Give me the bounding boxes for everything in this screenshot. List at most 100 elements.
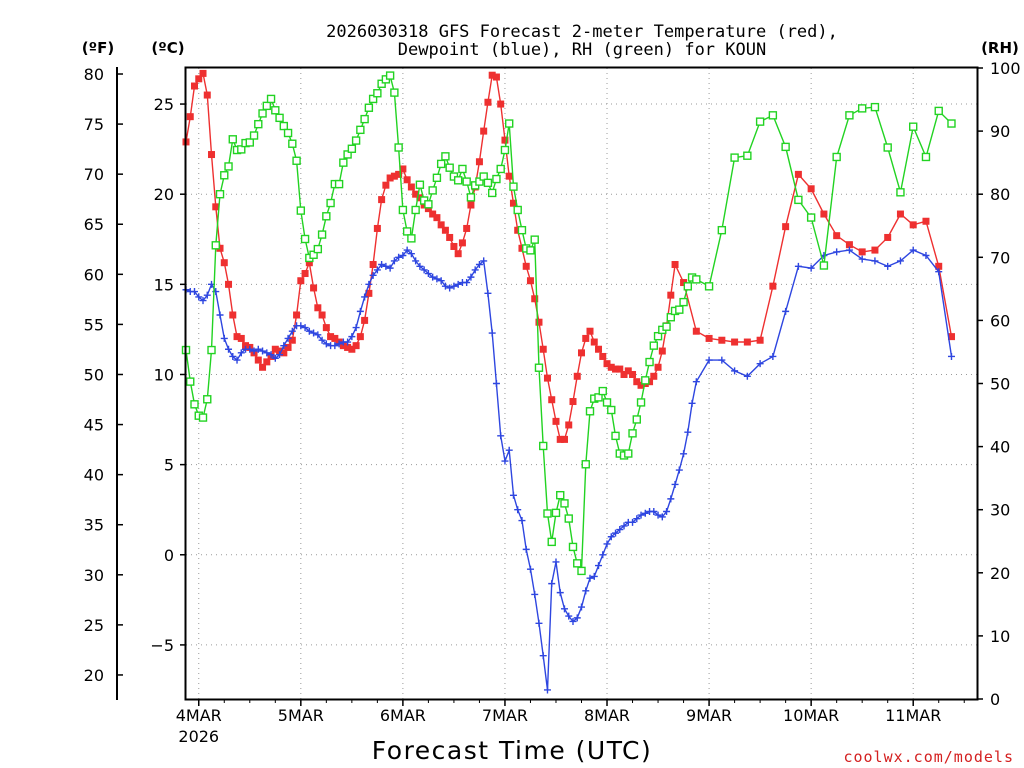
rh-point bbox=[283, 128, 293, 138]
rh-point bbox=[360, 114, 369, 124]
temperature-point bbox=[458, 239, 466, 247]
fahrenheit-tick-label: 25 bbox=[84, 616, 104, 635]
temperature-point bbox=[756, 336, 764, 344]
rh-point bbox=[794, 195, 803, 205]
dewpoint-point bbox=[531, 590, 539, 598]
dewpoint-point bbox=[335, 340, 343, 348]
rh-point bbox=[517, 225, 527, 235]
x-tick-label: 11MAR bbox=[885, 706, 941, 725]
fahrenheit-tick-label: 55 bbox=[84, 315, 104, 334]
rh-point bbox=[458, 164, 467, 174]
celsius-unit-label: (ºC) bbox=[151, 39, 184, 57]
dewpoint-point bbox=[492, 380, 500, 387]
temperature-point bbox=[480, 127, 488, 135]
temperature-point bbox=[450, 242, 458, 250]
rh-point bbox=[258, 109, 267, 118]
rh-point bbox=[198, 413, 208, 422]
dewpoint-point bbox=[871, 257, 879, 265]
temperature-point bbox=[531, 295, 539, 303]
dewpoint-point bbox=[922, 251, 930, 259]
temperature-point bbox=[390, 172, 398, 180]
x-tick-label: 4MAR bbox=[176, 706, 222, 725]
temperature-point bbox=[208, 151, 216, 159]
fahrenheit-tick-label: 30 bbox=[84, 566, 104, 585]
rh-point bbox=[432, 173, 442, 182]
rh-point bbox=[581, 460, 590, 469]
series-layer bbox=[181, 69, 956, 694]
dewpoint-point bbox=[450, 282, 458, 290]
temperature-point bbox=[497, 100, 505, 108]
temperature-point bbox=[356, 333, 364, 341]
credit-link[interactable]: coolwx.com/models bbox=[843, 748, 1014, 766]
temperature-point bbox=[603, 360, 611, 368]
dewpoint-point bbox=[475, 261, 483, 269]
rh-point bbox=[245, 138, 254, 147]
dewpoint-point bbox=[620, 522, 628, 530]
rh-point bbox=[339, 158, 348, 167]
dewpoint-point bbox=[454, 280, 462, 288]
dewpoint-point bbox=[582, 587, 590, 595]
rh-point bbox=[224, 162, 233, 171]
dewpoint-point bbox=[595, 562, 603, 570]
dewpoint-point bbox=[535, 619, 543, 627]
temperature-point bbox=[220, 259, 228, 267]
temperature-point bbox=[199, 69, 207, 77]
dewpoint-point bbox=[471, 266, 479, 274]
dewpoint-point bbox=[263, 349, 271, 357]
temperature-point bbox=[454, 250, 462, 258]
dewpoint-point bbox=[556, 589, 564, 597]
temperature-point bbox=[297, 277, 305, 285]
rh-point bbox=[334, 179, 344, 189]
dewpoint-point bbox=[552, 558, 560, 566]
rh-point bbox=[309, 250, 318, 259]
temperature-point bbox=[539, 345, 547, 353]
dewpoint-point bbox=[743, 372, 751, 380]
temperature-point bbox=[284, 343, 292, 351]
rh-point bbox=[768, 111, 778, 120]
dewpoint-point bbox=[369, 271, 377, 279]
rh-point bbox=[211, 241, 220, 250]
dewpoint-point bbox=[267, 351, 275, 359]
temperature-point bbox=[386, 174, 394, 182]
dewpoint-point bbox=[654, 511, 662, 519]
celsius-tick-label: 5 bbox=[164, 456, 174, 475]
rh-point bbox=[845, 111, 854, 120]
rh-point bbox=[356, 125, 365, 135]
dewpoint-point bbox=[497, 432, 505, 440]
rh-point bbox=[411, 205, 420, 215]
dewpoint-point bbox=[522, 545, 530, 553]
dewpoint-point bbox=[416, 262, 424, 270]
temperature-point bbox=[922, 217, 930, 225]
dewpoint-point bbox=[641, 509, 649, 517]
rh-point bbox=[292, 156, 301, 165]
dewpoint-point bbox=[633, 515, 641, 523]
rh-point bbox=[262, 101, 272, 111]
rh-point bbox=[717, 225, 727, 235]
dewpoint-point bbox=[305, 327, 313, 335]
temperature-point bbox=[475, 158, 483, 166]
rh-tick-label: 70 bbox=[990, 248, 1010, 267]
temperature-point bbox=[395, 170, 403, 178]
dewpoint-point bbox=[352, 324, 360, 332]
dewpoint-point bbox=[612, 529, 620, 537]
temperature-point bbox=[225, 280, 233, 288]
temperature-point bbox=[424, 205, 432, 213]
rh-point bbox=[556, 490, 565, 500]
rh-point bbox=[641, 376, 650, 385]
temperature-point bbox=[743, 338, 751, 346]
fahrenheit-tick-label: 80 bbox=[84, 65, 104, 84]
temperature-point bbox=[212, 203, 220, 211]
rh-point bbox=[271, 106, 280, 115]
rh-point bbox=[203, 395, 212, 404]
dewpoint-point bbox=[909, 246, 917, 254]
temperature-point bbox=[543, 374, 551, 382]
rh-point bbox=[649, 341, 658, 350]
temperature-point bbox=[629, 370, 637, 378]
temperature-point bbox=[526, 277, 534, 285]
rh-point bbox=[424, 200, 433, 209]
temperature-point bbox=[845, 241, 853, 249]
rh-point bbox=[377, 79, 386, 88]
temperature-point bbox=[535, 318, 543, 326]
temperature-point bbox=[590, 338, 598, 346]
temperature-point bbox=[237, 334, 245, 342]
